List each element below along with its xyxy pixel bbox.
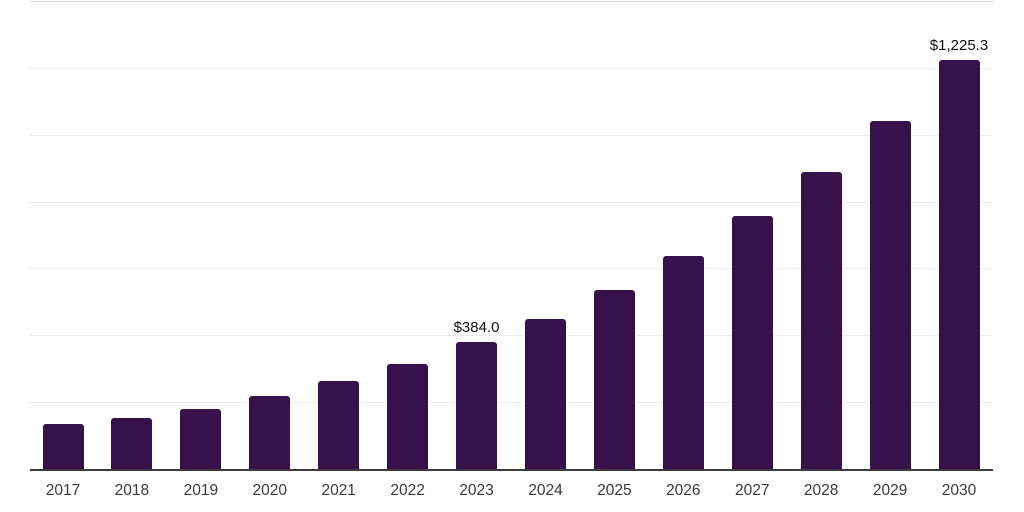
x-tick-label-2027: 2027 <box>734 482 770 499</box>
x-tick-label-2028: 2028 <box>803 482 839 499</box>
x-tick-label-2021: 2021 <box>321 482 356 499</box>
x-axis-line <box>30 469 993 471</box>
x-tick-label-2026: 2026 <box>666 482 701 499</box>
gridline <box>30 402 993 404</box>
bar-2026 <box>662 255 704 470</box>
gridline <box>30 67 993 69</box>
x-tick-label-2018: 2018 <box>114 482 150 499</box>
bar-2021 <box>318 381 360 470</box>
bar-2025 <box>593 289 635 470</box>
x-tick-label-2029: 2029 <box>872 482 908 499</box>
x-tick-label-2019: 2019 <box>183 482 219 499</box>
gridline <box>30 134 993 136</box>
x-tick-label-2020: 2020 <box>252 482 288 499</box>
gridline <box>30 268 993 270</box>
bar-2023 <box>456 341 498 470</box>
bar-2030 <box>938 60 980 470</box>
bar-2020 <box>249 396 291 470</box>
bar-2019 <box>180 408 222 470</box>
gridline <box>30 335 993 337</box>
gridline <box>30 201 993 203</box>
bar-2022 <box>387 363 429 470</box>
x-tick-label-2022: 2022 <box>390 482 425 499</box>
x-tick-label-2025: 2025 <box>597 482 632 499</box>
bar-2029 <box>869 121 911 470</box>
bar-2024 <box>524 318 566 470</box>
bar-2017 <box>42 424 84 470</box>
x-tick-label-2024: 2024 <box>528 482 563 499</box>
gridline <box>30 1 993 2</box>
bar-2027 <box>731 215 773 470</box>
plot-area: $384.0 $1,225.3 <box>30 1 993 471</box>
value-label-2030: $1,225.3 <box>929 37 989 55</box>
bar-2018 <box>111 417 153 470</box>
value-label-2023: $384.0 <box>453 318 500 336</box>
x-tick-label-2017: 2017 <box>45 482 81 499</box>
x-tick-label-2030: 2030 <box>941 482 977 499</box>
x-tick-label-2023: 2023 <box>459 482 494 499</box>
bar-2028 <box>800 171 842 470</box>
